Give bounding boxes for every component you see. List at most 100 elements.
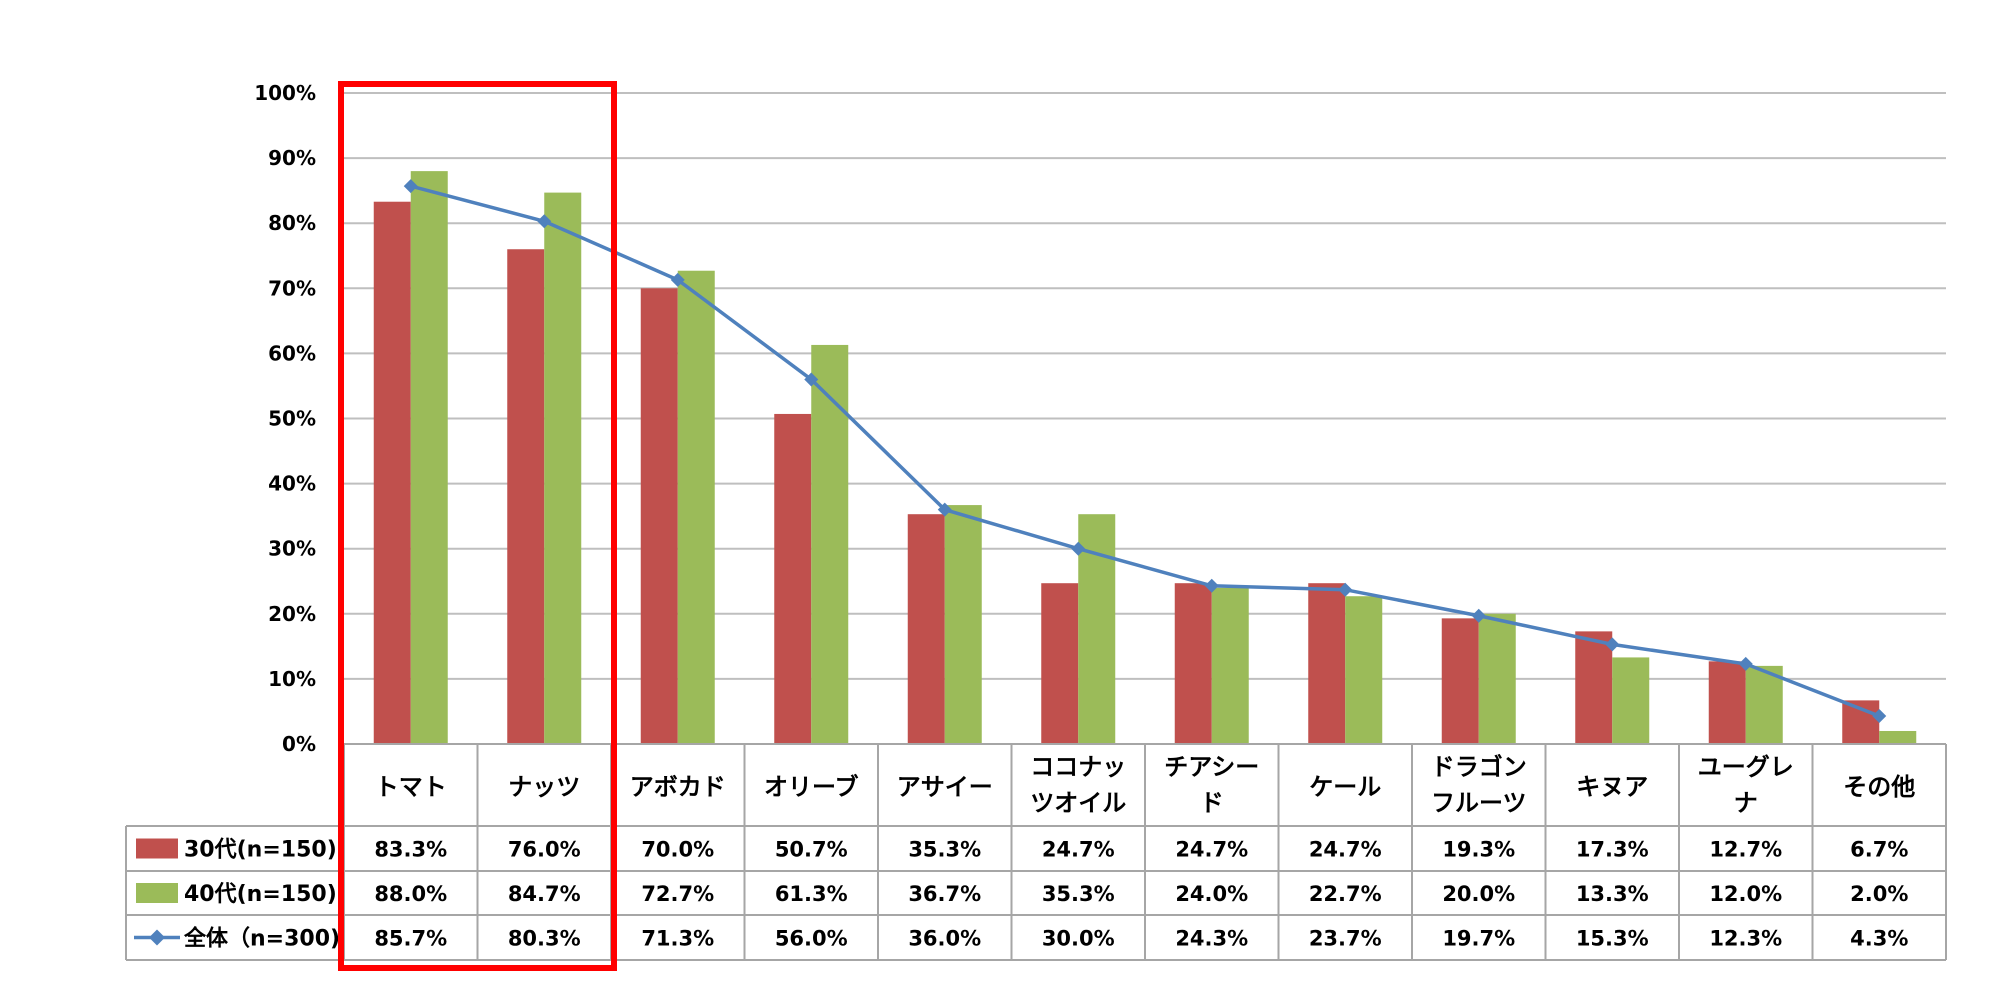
data-label: 24.0% [1175, 882, 1248, 906]
y-tick-label: 70% [268, 276, 316, 300]
y-tick-label: 40% [268, 472, 316, 496]
bar [1612, 657, 1650, 744]
bar [1174, 583, 1212, 744]
bar [1041, 583, 1079, 744]
data-label: 19.7% [1442, 927, 1515, 951]
data-label: 20.0% [1442, 882, 1515, 906]
y-tick-label: 90% [268, 146, 316, 170]
bar [1745, 665, 1783, 744]
bar [507, 249, 545, 745]
line-marker [1071, 541, 1086, 556]
data-label: 76.0% [508, 838, 581, 862]
category-label: ツオイル [1030, 789, 1126, 817]
category-label: オリーブ [764, 773, 859, 801]
bar [373, 201, 411, 745]
data-label: 35.3% [908, 838, 981, 862]
data-label: 70.0% [641, 838, 714, 862]
category-label: その他 [1843, 773, 1915, 801]
category-label: ケール [1309, 773, 1381, 801]
data-label: 24.7% [1175, 838, 1248, 862]
category-label: ドラゴン [1431, 753, 1527, 781]
category-label: トマト [375, 773, 447, 801]
bar [410, 171, 448, 744]
bar [1441, 618, 1479, 744]
line-marker [537, 214, 552, 229]
legend-label: 30代(n=150) [184, 838, 337, 863]
bar [640, 288, 678, 744]
category-label: チアシー [1164, 753, 1259, 781]
line-marker [403, 179, 418, 194]
category-label: ナッツ [508, 773, 580, 801]
y-tick-label: 50% [268, 407, 316, 431]
data-label: 83.3% [374, 838, 447, 862]
bar [544, 192, 582, 744]
data-label: 24.3% [1175, 927, 1248, 951]
y-tick-label: 100% [254, 81, 316, 105]
data-label: 56.0% [775, 927, 848, 951]
data-label: 4.3% [1850, 927, 1908, 951]
bar [811, 344, 849, 744]
data-label: 2.0% [1850, 882, 1908, 906]
data-label: 12.3% [1709, 927, 1782, 951]
bar [1879, 730, 1917, 744]
line-marker [804, 372, 819, 387]
series-line [410, 184, 1880, 718]
y-tick-label: 10% [268, 667, 316, 691]
category-label: ナ [1734, 789, 1758, 817]
data-label: 35.3% [1042, 882, 1115, 906]
line-marker [1204, 578, 1219, 593]
line-marker [1605, 637, 1620, 652]
bar [1575, 631, 1613, 744]
data-label: 19.3% [1442, 838, 1515, 862]
line-marker [1738, 656, 1753, 671]
y-tick-label: 30% [268, 537, 316, 561]
bar [1478, 613, 1516, 744]
data-label: 15.3% [1576, 927, 1649, 951]
line-marker [670, 272, 685, 287]
y-tick-label: 20% [268, 602, 316, 626]
data-label: 12.7% [1709, 838, 1782, 862]
category-label: アボカド [630, 773, 726, 801]
category-label: アサイー [897, 773, 993, 801]
y-tick-label: 80% [268, 211, 316, 235]
data-label: 12.0% [1709, 882, 1782, 906]
data-label: 88.0% [374, 882, 447, 906]
y-tick-label: 0% [282, 732, 316, 756]
category-label: キヌア [1576, 773, 1648, 801]
line-marker [1338, 582, 1353, 597]
y-tick-label: 60% [268, 341, 316, 365]
line-marker [1872, 709, 1887, 724]
legend-label: 全体（n=300) [183, 926, 340, 952]
legend-key [136, 838, 178, 859]
data-label: 17.3% [1576, 838, 1649, 862]
data-label: 85.7% [374, 927, 447, 951]
bar [1211, 587, 1249, 744]
bar [677, 270, 715, 744]
line-marker [1471, 608, 1486, 623]
bar [944, 505, 982, 744]
category-label: ド [1200, 789, 1224, 817]
bar [1308, 583, 1346, 744]
data-label: 80.3% [508, 927, 581, 951]
legend-key [136, 883, 178, 903]
data-label: 84.7% [508, 882, 581, 906]
data-label: 71.3% [641, 927, 714, 951]
legend-marker [149, 929, 165, 946]
data-label: 24.7% [1309, 838, 1382, 862]
bar [1708, 661, 1746, 744]
data-label: 61.3% [775, 882, 848, 906]
data-label: 50.7% [775, 838, 848, 862]
data-label: 72.7% [641, 882, 714, 906]
highlight-box [338, 81, 617, 971]
data-label: 30.0% [1042, 927, 1115, 951]
legend-label: 40代(n=150) [184, 882, 337, 907]
data-label: 36.7% [908, 882, 981, 906]
line-marker [937, 502, 952, 517]
data-label: 23.7% [1309, 927, 1382, 951]
category-label: ココナッ [1030, 753, 1126, 781]
bar [774, 413, 812, 744]
data-label: 22.7% [1309, 882, 1382, 906]
category-label: フルーツ [1431, 789, 1527, 817]
data-label: 24.7% [1042, 838, 1115, 862]
